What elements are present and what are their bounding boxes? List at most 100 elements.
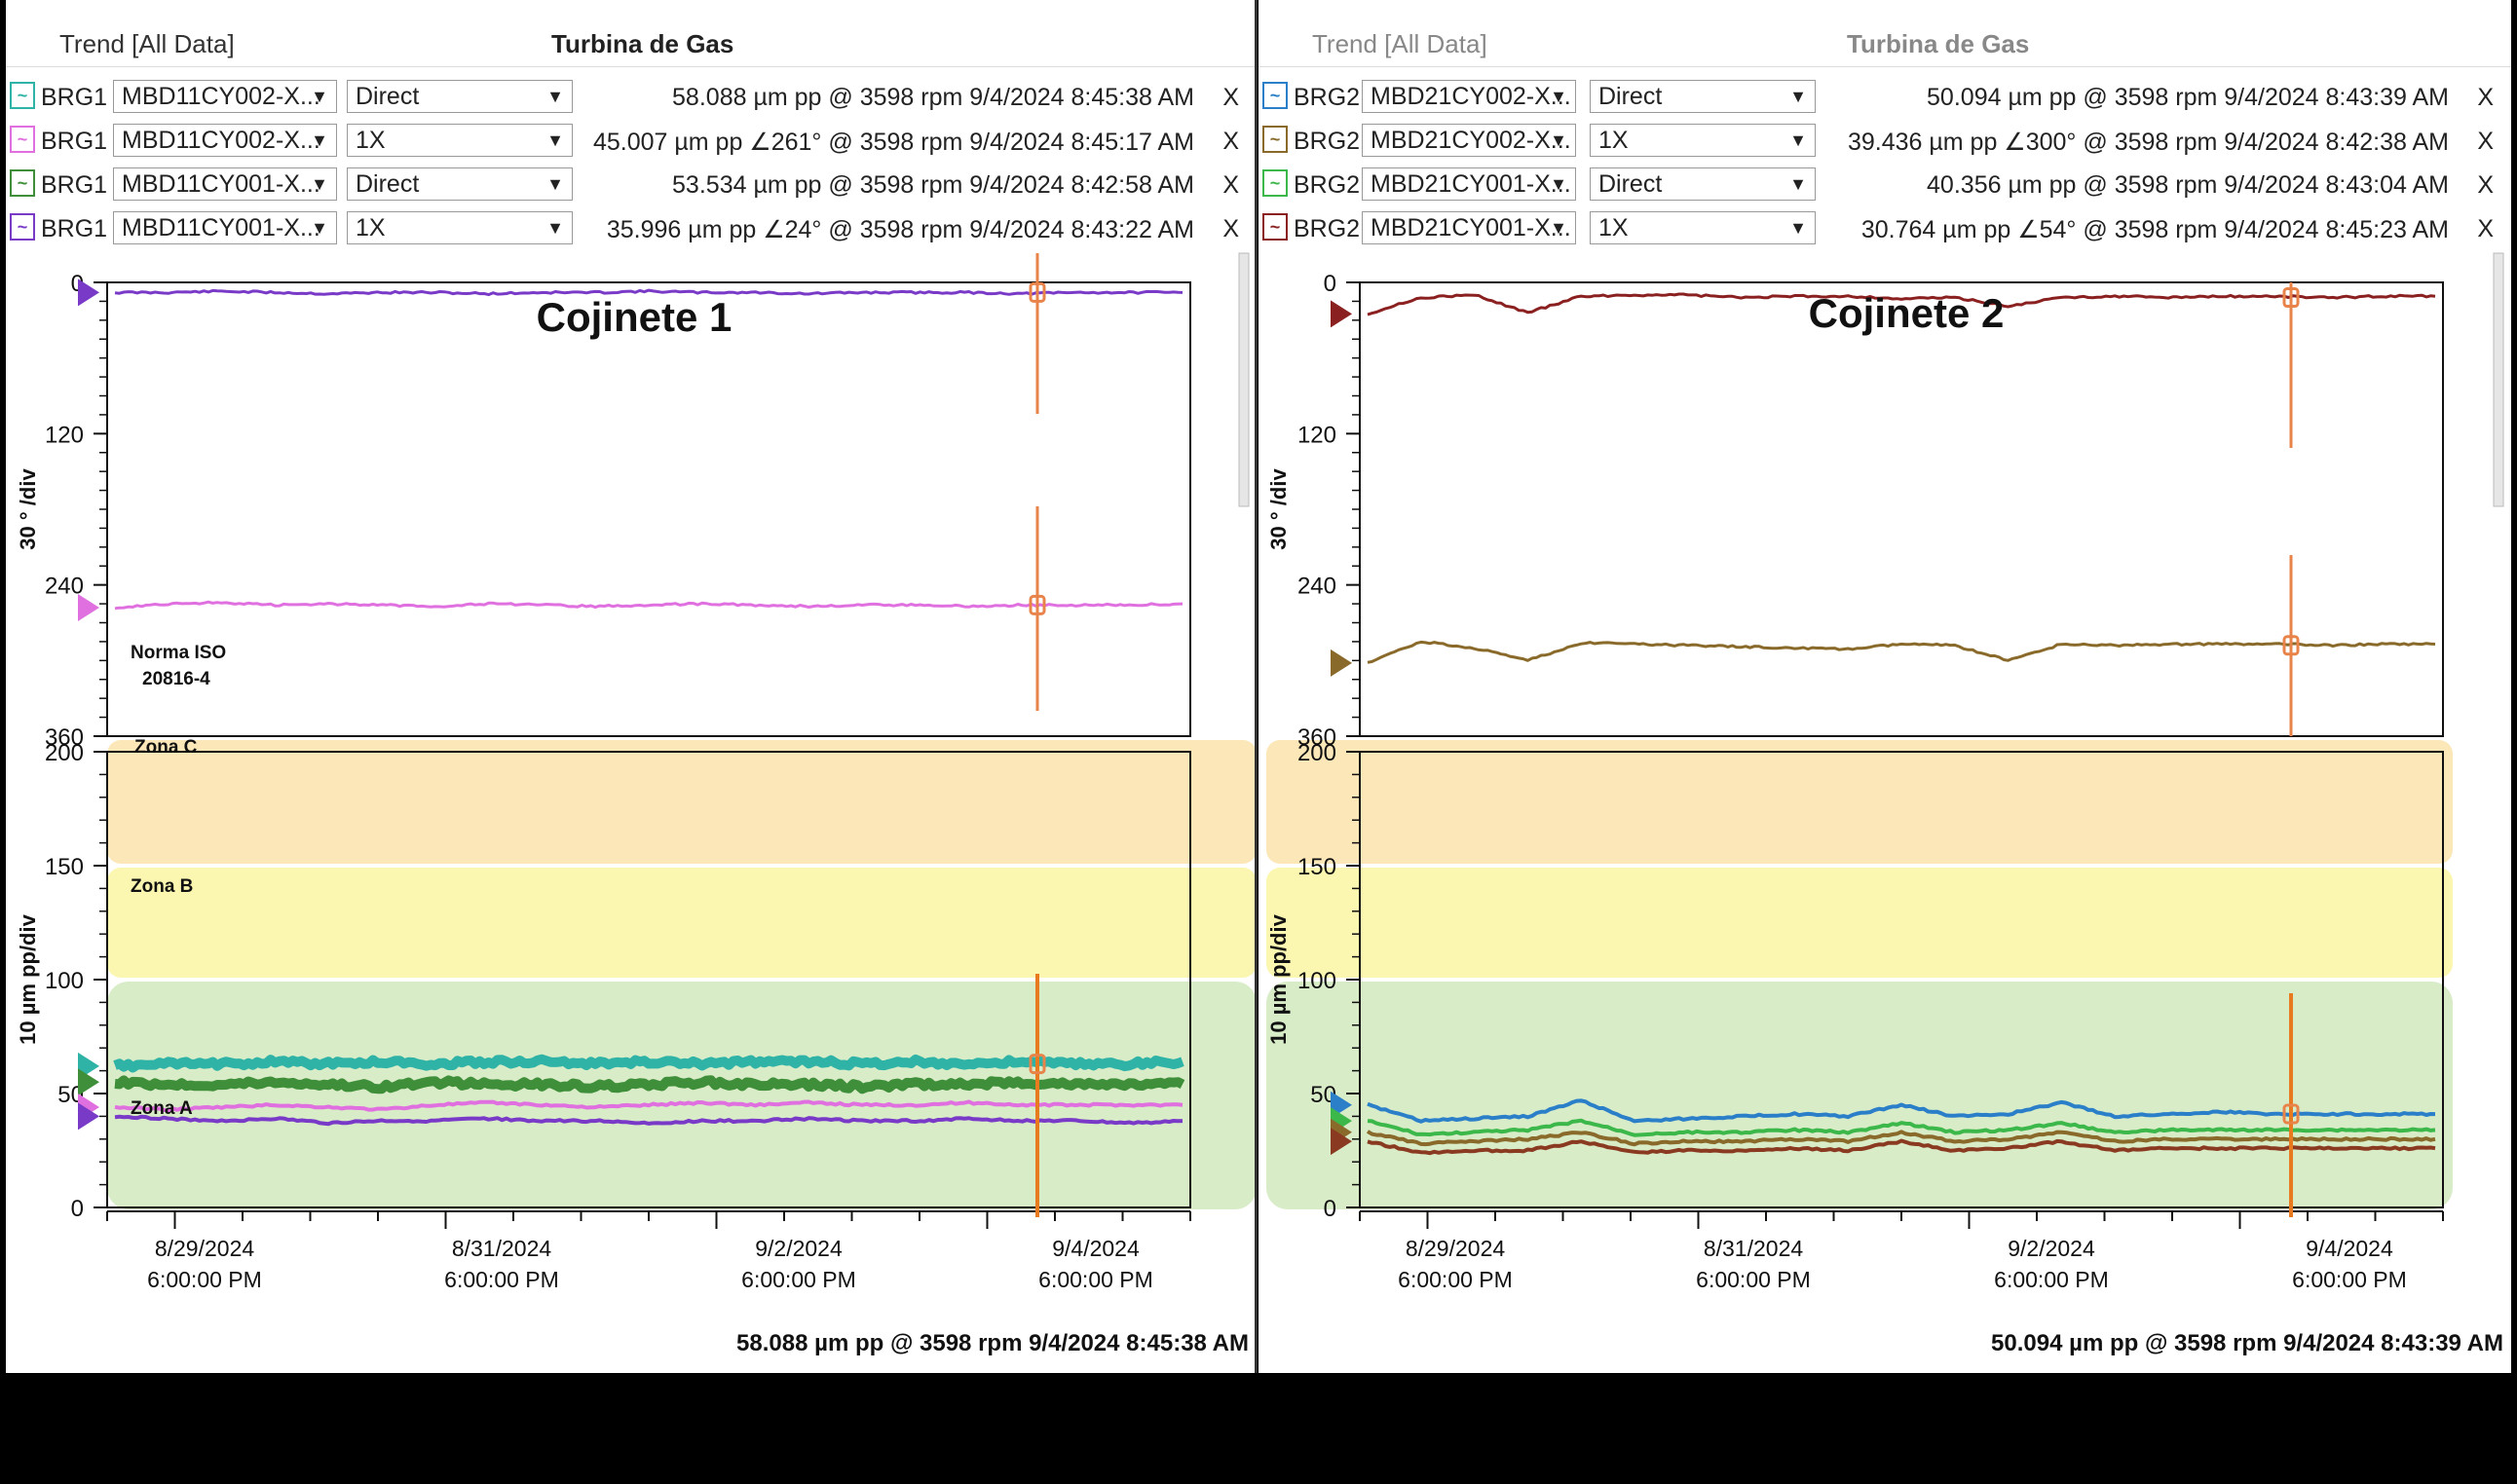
x-tick-date: 9/4/2024	[2306, 1236, 2393, 1261]
mode-select[interactable]: 1X ▼	[347, 124, 573, 157]
y-tick-label: 100	[45, 968, 84, 994]
bearing-label: Cojinete 2	[1809, 290, 2005, 336]
trend-line	[113, 1054, 1184, 1073]
channel-marker	[78, 1068, 99, 1096]
amplitude-axis-label: 10 µm pp/div	[1266, 913, 1291, 1044]
point-select[interactable]: MBD11CY002-X... ▼	[113, 80, 337, 113]
mode-select-value: 1X	[1598, 214, 1629, 241]
remove-channel-button[interactable]: X	[1222, 215, 1239, 242]
remove-channel-button[interactable]: X	[2477, 128, 2494, 155]
remove-channel-button[interactable]: X	[2477, 84, 2494, 111]
point-select-value: MBD11CY002-X...	[122, 83, 320, 110]
iso-note-line-1: Norma ISO	[131, 643, 226, 663]
trend-line	[114, 600, 1183, 611]
zone-a-band	[1266, 982, 2453, 1209]
zone-c-band	[107, 740, 1257, 864]
remove-channel-button[interactable]: X	[1222, 84, 1239, 111]
remove-channel-button[interactable]: X	[1222, 171, 1239, 199]
point-select[interactable]: MBD11CY001-X... ▼	[113, 167, 337, 201]
channel-row: ~ BRG1 MBD11CY001-X... ▼ 1X ▼ 35.996 µm pp…	[6, 207, 1257, 250]
trend-color-icon[interactable]: ~	[10, 169, 35, 197]
channel-value: 39.436 µm pp ∠300° @ 3598 rpm 9/4/2024 8…	[1847, 129, 2449, 156]
mode-select[interactable]: Direct ▼	[347, 80, 573, 113]
mode-select[interactable]: Direct ▼	[1590, 80, 1816, 113]
scrollbar-thumb	[2493, 252, 2504, 507]
bearing-name: BRG2	[1294, 215, 1361, 242]
channel-marker	[1331, 1128, 1352, 1156]
point-select[interactable]: MBD21CY001-X... ▼	[1362, 167, 1576, 201]
trend-line	[114, 1075, 1185, 1094]
trend-line	[1367, 1138, 2436, 1156]
trend-color-icon[interactable]: ~	[1262, 82, 1288, 109]
y-tick-label: 150	[1297, 854, 1336, 880]
chevron-down-icon: ▼	[546, 130, 564, 150]
point-select-value: MBD11CY001-X...	[122, 214, 320, 241]
trend-color-icon[interactable]: ~	[10, 126, 35, 153]
channel-marker	[1331, 649, 1352, 677]
chevron-down-icon: ▼	[546, 218, 564, 238]
mode-select-value: Direct	[1598, 83, 1663, 110]
trend-line	[1367, 1118, 2436, 1137]
trend-color-icon[interactable]: ~	[10, 82, 35, 109]
x-tick-time: 6:00:00 PM	[444, 1267, 559, 1292]
channel-value: 53.534 µm pp @ 3598 rpm 9/4/2024 8:42:58…	[672, 171, 1194, 199]
bearing-name: BRG1	[41, 84, 108, 111]
remove-channel-button[interactable]: X	[1222, 128, 1239, 155]
chevron-down-icon: ▼	[1789, 87, 1807, 106]
trend-line	[1366, 1130, 2436, 1147]
y-tick-label: 150	[45, 854, 84, 880]
trend-tab[interactable]: Trend [All Data]	[1312, 29, 1487, 58]
chevron-down-icon: ▼	[1550, 130, 1567, 150]
zone-b-band	[107, 868, 1257, 978]
channel-marker	[78, 278, 99, 307]
trend-panel-bearing-1: Trend [All Data] Turbina de Gas ~ BRG1 M…	[6, 0, 1257, 1373]
cursor-marker	[2282, 635, 2300, 656]
channel-value: 35.996 µm pp ∠24° @ 3598 rpm 9/4/2024 8:…	[606, 216, 1194, 243]
phase-axis-label: 30 ° /div	[16, 468, 40, 550]
trend-tab[interactable]: Trend [All Data]	[59, 29, 235, 58]
point-select[interactable]: MBD21CY001-X... ▼	[1362, 211, 1576, 244]
trend-color-icon[interactable]: ~	[10, 213, 35, 241]
y-tick-label: 0	[1324, 1196, 1336, 1222]
zone-b-band	[1266, 868, 2453, 978]
channel-row: ~ BRG2 MBD21CY001-X... ▼ Direct ▼ 40.356 µ…	[1258, 164, 2511, 206]
mode-select[interactable]: Direct ▼	[347, 167, 573, 201]
remove-channel-button[interactable]: X	[2477, 215, 2494, 242]
trend-color-icon[interactable]: ~	[1262, 213, 1288, 241]
zone-b-label: Zona B	[131, 876, 193, 897]
point-select[interactable]: MBD11CY002-X... ▼	[113, 124, 337, 157]
mode-select-value: 1X	[1598, 127, 1629, 154]
bearing-name: BRG2	[1294, 84, 1361, 111]
channel-value: 45.007 µm pp ∠261° @ 3598 rpm 9/4/2024 8…	[592, 129, 1194, 156]
channel-value: 50.094 µm pp @ 3598 rpm 9/4/2024 8:43:39…	[1927, 84, 2449, 111]
point-select[interactable]: MBD21CY002-X... ▼	[1362, 124, 1576, 157]
panel-title-bar: Trend [All Data] Turbina de Gas	[6, 0, 1257, 67]
mode-select[interactable]: 1X ▼	[1590, 124, 1816, 157]
point-select-value: MBD11CY001-X...	[122, 170, 320, 198]
trend-color-icon[interactable]: ~	[1262, 169, 1288, 197]
trend-color-icon[interactable]: ~	[1262, 126, 1288, 153]
cursor-marker	[1029, 281, 1046, 303]
mode-select-value: Direct	[356, 83, 420, 110]
mode-select[interactable]: 1X ▼	[347, 211, 573, 244]
point-select-value: MBD21CY002-X...	[1371, 127, 1571, 154]
phase-axis-label: 30 ° /div	[1266, 468, 1291, 550]
x-tick-date: 9/4/2024	[1052, 1236, 1140, 1261]
chevron-down-icon: ▼	[1550, 174, 1567, 194]
mode-select[interactable]: 1X ▼	[1590, 211, 1816, 244]
y-tick-label: 360	[45, 724, 84, 751]
point-select[interactable]: MBD11CY001-X... ▼	[113, 211, 337, 244]
point-select[interactable]: MBD21CY002-X... ▼	[1362, 80, 1576, 113]
mode-select[interactable]: Direct ▼	[1590, 167, 1816, 201]
remove-channel-button[interactable]: X	[2477, 171, 2494, 199]
trend-line	[1367, 640, 2436, 664]
cursor-marker	[2282, 287, 2300, 309]
trend-line	[1367, 292, 2436, 316]
x-tick-time: 6:00:00 PM	[1398, 1267, 1513, 1292]
cursor-marker	[1029, 594, 1046, 615]
chevron-down-icon: ▼	[311, 87, 328, 106]
cursor-marker	[1029, 1054, 1046, 1075]
x-tick-time: 6:00:00 PM	[1994, 1267, 2109, 1292]
